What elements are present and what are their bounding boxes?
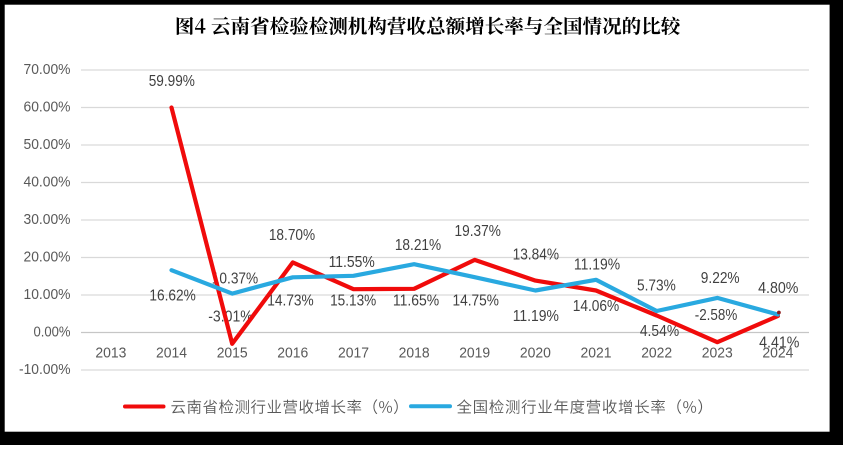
svg-text:-10.00%: -10.00% xyxy=(19,361,71,378)
svg-text:18.21%: 18.21% xyxy=(395,237,442,254)
svg-text:60.00%: 60.00% xyxy=(24,99,71,116)
svg-text:9.22%: 9.22% xyxy=(701,270,740,287)
svg-text:15.13%: 15.13% xyxy=(330,293,376,310)
svg-text:2017: 2017 xyxy=(338,344,369,361)
svg-text:11.65%: 11.65% xyxy=(393,293,440,310)
svg-text:2021: 2021 xyxy=(581,344,612,361)
svg-text:2015: 2015 xyxy=(217,344,248,361)
svg-text:14.06%: 14.06% xyxy=(573,298,620,315)
svg-text:-3.01%: -3.01% xyxy=(208,308,253,325)
svg-text:19.37%: 19.37% xyxy=(455,223,502,240)
svg-text:0.00%: 0.00% xyxy=(34,324,71,341)
svg-text:4.54%: 4.54% xyxy=(640,323,680,340)
svg-text:2020: 2020 xyxy=(520,344,551,361)
svg-text:2013: 2013 xyxy=(95,344,126,361)
svg-text:11.55%: 11.55% xyxy=(329,254,375,271)
svg-text:4.41%: 4.41% xyxy=(759,335,800,352)
svg-text:2019: 2019 xyxy=(459,344,490,361)
svg-text:10.37%: 10.37% xyxy=(212,271,259,288)
svg-text:70.00%: 70.00% xyxy=(24,61,71,78)
svg-text:2018: 2018 xyxy=(399,344,430,361)
svg-text:11.19%: 11.19% xyxy=(513,308,559,325)
svg-text:50.00%: 50.00% xyxy=(24,136,71,153)
svg-text:2023: 2023 xyxy=(702,344,733,361)
svg-text:14.73%: 14.73% xyxy=(267,293,314,310)
svg-text:20.00%: 20.00% xyxy=(24,249,71,266)
svg-text:10.00%: 10.00% xyxy=(24,286,71,303)
svg-text:13.84%: 13.84% xyxy=(513,246,560,263)
svg-text:2014: 2014 xyxy=(156,344,187,361)
svg-text:14.75%: 14.75% xyxy=(453,293,500,310)
svg-text:30.00%: 30.00% xyxy=(24,211,71,228)
svg-text:2024: 2024 xyxy=(762,344,793,361)
svg-text:2022: 2022 xyxy=(641,344,672,361)
svg-text:5.73%: 5.73% xyxy=(637,278,676,295)
svg-text:59.99%: 59.99% xyxy=(149,73,195,90)
svg-text:18.70%: 18.70% xyxy=(269,227,316,244)
svg-text:-2.58%: -2.58% xyxy=(695,307,738,324)
svg-text:11.19%: 11.19% xyxy=(574,256,620,273)
svg-text:2016: 2016 xyxy=(277,344,308,361)
svg-text:4.80%: 4.80% xyxy=(758,280,799,297)
svg-text:16.62%: 16.62% xyxy=(149,288,196,305)
svg-text:40.00%: 40.00% xyxy=(24,174,71,191)
